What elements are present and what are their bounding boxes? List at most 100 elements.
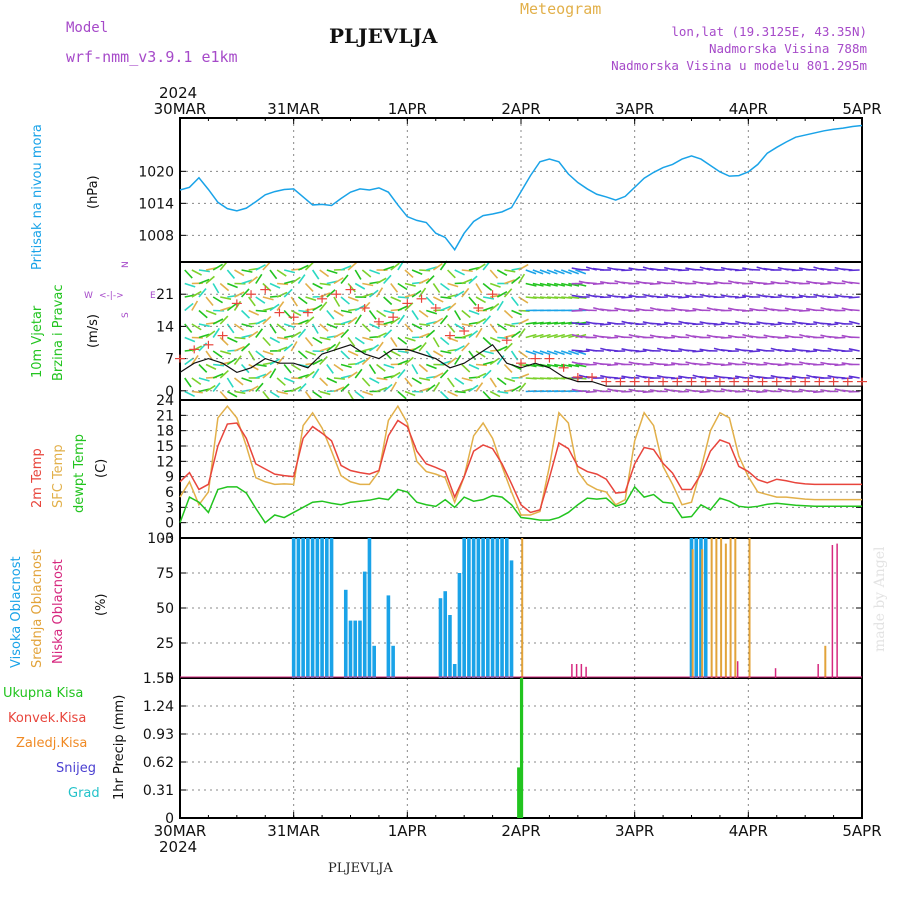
cloud-bar (462, 538, 466, 678)
cloud-bar (443, 591, 448, 678)
pressure-label: Pritisak na nivou mora (30, 124, 45, 270)
wind-tick-label: 0 (165, 384, 174, 400)
cloud-bar (448, 615, 452, 678)
model-altitude-text: Nadmorska Visina u modelu 801.295m (611, 58, 867, 73)
sfc-temp-line (179, 404, 862, 516)
year-bottom: 2024 (159, 838, 198, 856)
cloud-bar (824, 645, 827, 678)
cloud-bar (362, 571, 367, 678)
cloud-tick-label: 100 (147, 531, 174, 547)
cloud-bar (831, 545, 834, 678)
cloud-bar (301, 538, 305, 678)
cloud-bar (774, 668, 777, 678)
pressure-tick-label: 1008 (138, 228, 174, 244)
temp-tick-label: 12 (156, 454, 174, 470)
cloud-bar (710, 538, 713, 678)
time-label-bottom: 30MAR (154, 822, 207, 840)
temp-tick-label: 6 (165, 485, 174, 501)
low-cloud-label: Niska Oblacnost (51, 559, 66, 664)
cloud-bar (358, 620, 362, 678)
time-label-bottom: 31MAR (267, 822, 320, 840)
pressure-tick-label: 1014 (138, 196, 174, 212)
time-label-top: 2APR (501, 100, 540, 118)
cloud-bar (748, 538, 751, 678)
cloud-bar (500, 538, 504, 678)
legend-conv-rain: Konvek.Kisa (8, 711, 87, 726)
cloud-bar (372, 645, 376, 678)
precip-tick-label: 1.24 (143, 699, 174, 715)
precip-unit: 1hr Precip (mm) (112, 695, 127, 800)
cloud-bar (509, 560, 514, 678)
page-title: PLJEVLJA (329, 24, 438, 48)
cloud-bar (343, 589, 348, 678)
cloud-bar (575, 664, 578, 678)
cloud-bar (734, 538, 737, 678)
cloud-bar (703, 538, 708, 678)
cloud-tick-label: 50 (156, 601, 174, 617)
wind-label-1: 10m Vjetar (30, 305, 45, 378)
time-label-bottom: 4APR (729, 822, 768, 840)
temp-unit: (C) (94, 459, 109, 478)
time-label-bottom: 5APR (842, 822, 881, 840)
cloud-unit: (%) (94, 594, 109, 617)
cloud-labels: Visoka Oblacnost Srednja Oblacnost Niska… (9, 549, 109, 668)
cloud-bar (481, 538, 485, 678)
cloud-tick-label: 0 (165, 671, 174, 687)
cloud-bar (729, 538, 732, 678)
high-cloud-label: Visoka Oblacnost (9, 556, 24, 668)
time-label-top: 31MAR (267, 100, 320, 118)
cloud-bar (490, 538, 495, 678)
pressure-labels: Pritisak na nivou mora (hPa) (30, 124, 101, 270)
cloud-bar (386, 595, 391, 678)
cloud-bar (348, 620, 353, 678)
wind-unit: (m/s) (86, 314, 101, 348)
temp2m-label: 2m Temp (30, 448, 45, 508)
cloud-bar (329, 538, 334, 678)
cloud-tick-label: 75 (156, 566, 174, 582)
cloud-bar (325, 538, 329, 678)
time-label-top: 5APR (842, 100, 881, 118)
wind-tick-label: 7 (165, 352, 174, 368)
time-label-top: 4APR (729, 100, 768, 118)
lonlat-text: lon,lat (19.3125E, 43.35N) (671, 24, 867, 39)
cloud-bar (689, 538, 694, 678)
temp-tick-label: 21 (156, 408, 174, 424)
cloud-bar (353, 620, 358, 678)
time-label-bottom: 1APR (388, 822, 427, 840)
cloud-bar (715, 538, 718, 678)
cloud-bar (720, 538, 723, 678)
cloud-bar (476, 538, 481, 678)
precip-labels: 1hr Precip (mm) (112, 695, 127, 800)
wind-tick-label: 14 (156, 319, 174, 335)
precip-tick-label: 0 (165, 811, 174, 827)
cloud-panel (179, 537, 863, 679)
legend-total-rain: Ukupna Kisa (3, 686, 84, 701)
cloud-bar (452, 664, 457, 678)
time-label-top: 30MAR (154, 100, 207, 118)
cloud-bar (391, 645, 395, 678)
svg-text:S: S (121, 312, 131, 318)
cloud-bar (367, 538, 372, 678)
cloud-bar (585, 666, 587, 678)
cloud-bar (486, 538, 490, 678)
model-label: Model (66, 20, 109, 36)
compass-icon: W S E N <-|-> (84, 261, 156, 318)
precip-tick-label: 1.55 (143, 671, 174, 687)
cloud-bar (691, 549, 694, 678)
temp-tick-label: 9 (165, 470, 174, 486)
temp-tick-label: 3 (165, 500, 174, 516)
cloud-bar (457, 573, 462, 678)
precip-tick-label: 0.62 (143, 755, 174, 771)
model-name: wrf-nmm_v3.9.1 e1km (66, 48, 238, 66)
sfc-label: SFC Temp (51, 444, 66, 508)
temp-labels: 2m Temp SFC Temp dewpt Temp (C) (30, 434, 109, 513)
cloud-bar (438, 598, 443, 678)
cloud-bar (571, 664, 573, 678)
legend-snow: Snijeg (56, 761, 96, 776)
wind-tick-label: 21 (156, 287, 174, 303)
meteogram-label: Meteogram (520, 0, 602, 18)
cloud-bar (320, 538, 324, 678)
mid-cloud-label: Srednja Oblacnost (30, 549, 45, 668)
bottom-station-name: PLJEVLJA (328, 861, 393, 876)
